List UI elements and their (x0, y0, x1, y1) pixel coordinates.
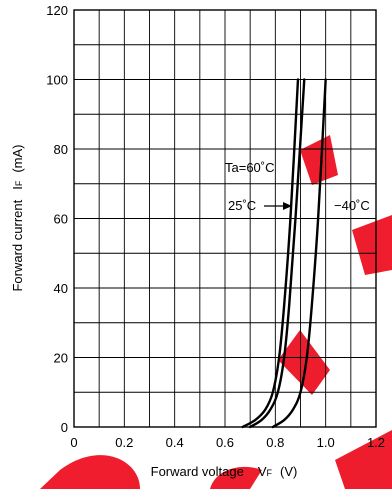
x-tick-label: 0.8 (266, 435, 284, 450)
plot-frame (73, 9, 377, 428)
annotation-25c-arrowhead (283, 202, 292, 210)
y-axis-label: Forward currentIF(mA) (10, 144, 25, 291)
grid-lines (74, 10, 376, 427)
annotation-minus40c: −40˚C (334, 198, 370, 213)
series-curves (241, 78, 327, 429)
watermark (40, 135, 392, 489)
y-tick-label: 40 (54, 281, 68, 296)
x-tick-label: 0 (70, 435, 77, 450)
y-tick-label: 0 (61, 420, 68, 435)
annotation-25c: 25˚C (228, 198, 256, 213)
x-tick-label: 0.2 (115, 435, 133, 450)
y-tick-label: 80 (54, 142, 68, 157)
x-tick-label: 0.4 (166, 435, 184, 450)
x-tick-label: 0.6 (216, 435, 234, 450)
x-axis-label: Forward voltage VF (V) (151, 464, 298, 479)
series-line-2 (248, 78, 306, 429)
y-tick-label: 60 (54, 212, 68, 227)
series-line-3 (271, 78, 327, 429)
x-tick-label: 1.2 (367, 435, 385, 450)
y-tick-label: 20 (54, 351, 68, 366)
y-tick-label: 120 (46, 3, 68, 18)
y-tick-labels: 0 20 40 60 80 100 120 (46, 3, 68, 435)
series-line-1 (241, 78, 300, 429)
x-tick-labels: 0 0.2 0.4 0.6 0.8 1.0 1.2 (70, 435, 385, 450)
x-tick-label: 1.0 (317, 435, 335, 450)
y-tick-label: 100 (46, 73, 68, 88)
annotation-ta60: Ta=60˚C (225, 160, 275, 175)
